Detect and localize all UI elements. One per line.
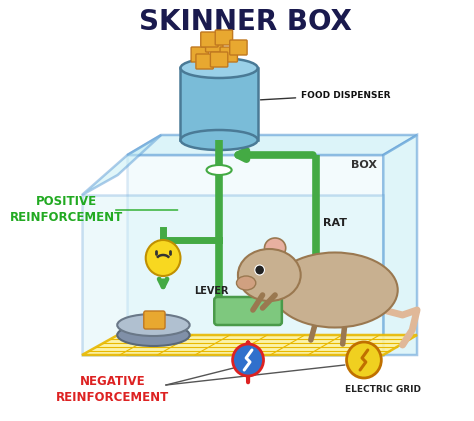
Ellipse shape: [207, 165, 232, 175]
Ellipse shape: [238, 249, 301, 301]
Ellipse shape: [181, 130, 258, 150]
Text: POSITIVE
REINFORCEMENT: POSITIVE REINFORCEMENT: [10, 195, 123, 224]
Circle shape: [255, 265, 264, 275]
FancyBboxPatch shape: [144, 311, 165, 329]
Polygon shape: [383, 135, 417, 355]
Ellipse shape: [237, 276, 256, 290]
Text: ELECTRIC GRID: ELECTRIC GRID: [345, 385, 421, 394]
Text: FOOD DISPENSER: FOOD DISPENSER: [261, 91, 391, 100]
FancyBboxPatch shape: [230, 40, 247, 55]
FancyBboxPatch shape: [196, 54, 213, 69]
FancyBboxPatch shape: [210, 52, 228, 67]
Polygon shape: [82, 335, 417, 355]
Text: RAT: RAT: [323, 218, 347, 228]
Ellipse shape: [264, 238, 286, 258]
Text: NEGATIVE
REINFORCEMENT: NEGATIVE REINFORCEMENT: [56, 375, 170, 404]
Ellipse shape: [117, 314, 190, 336]
Polygon shape: [128, 155, 383, 355]
Ellipse shape: [272, 253, 398, 328]
Circle shape: [346, 342, 381, 378]
FancyBboxPatch shape: [220, 47, 237, 62]
Circle shape: [146, 240, 181, 276]
FancyBboxPatch shape: [215, 30, 233, 45]
Ellipse shape: [181, 58, 258, 78]
Polygon shape: [128, 135, 417, 155]
FancyBboxPatch shape: [214, 297, 282, 325]
FancyBboxPatch shape: [191, 47, 209, 62]
Polygon shape: [82, 195, 383, 355]
Text: LEVER: LEVER: [194, 286, 228, 296]
Ellipse shape: [117, 324, 190, 346]
Bar: [181, 68, 258, 140]
Circle shape: [233, 344, 264, 376]
FancyBboxPatch shape: [201, 32, 218, 47]
FancyBboxPatch shape: [206, 37, 223, 52]
Polygon shape: [82, 135, 161, 195]
Text: SKINNER BOX: SKINNER BOX: [139, 8, 352, 36]
Text: BOX: BOX: [351, 160, 377, 170]
